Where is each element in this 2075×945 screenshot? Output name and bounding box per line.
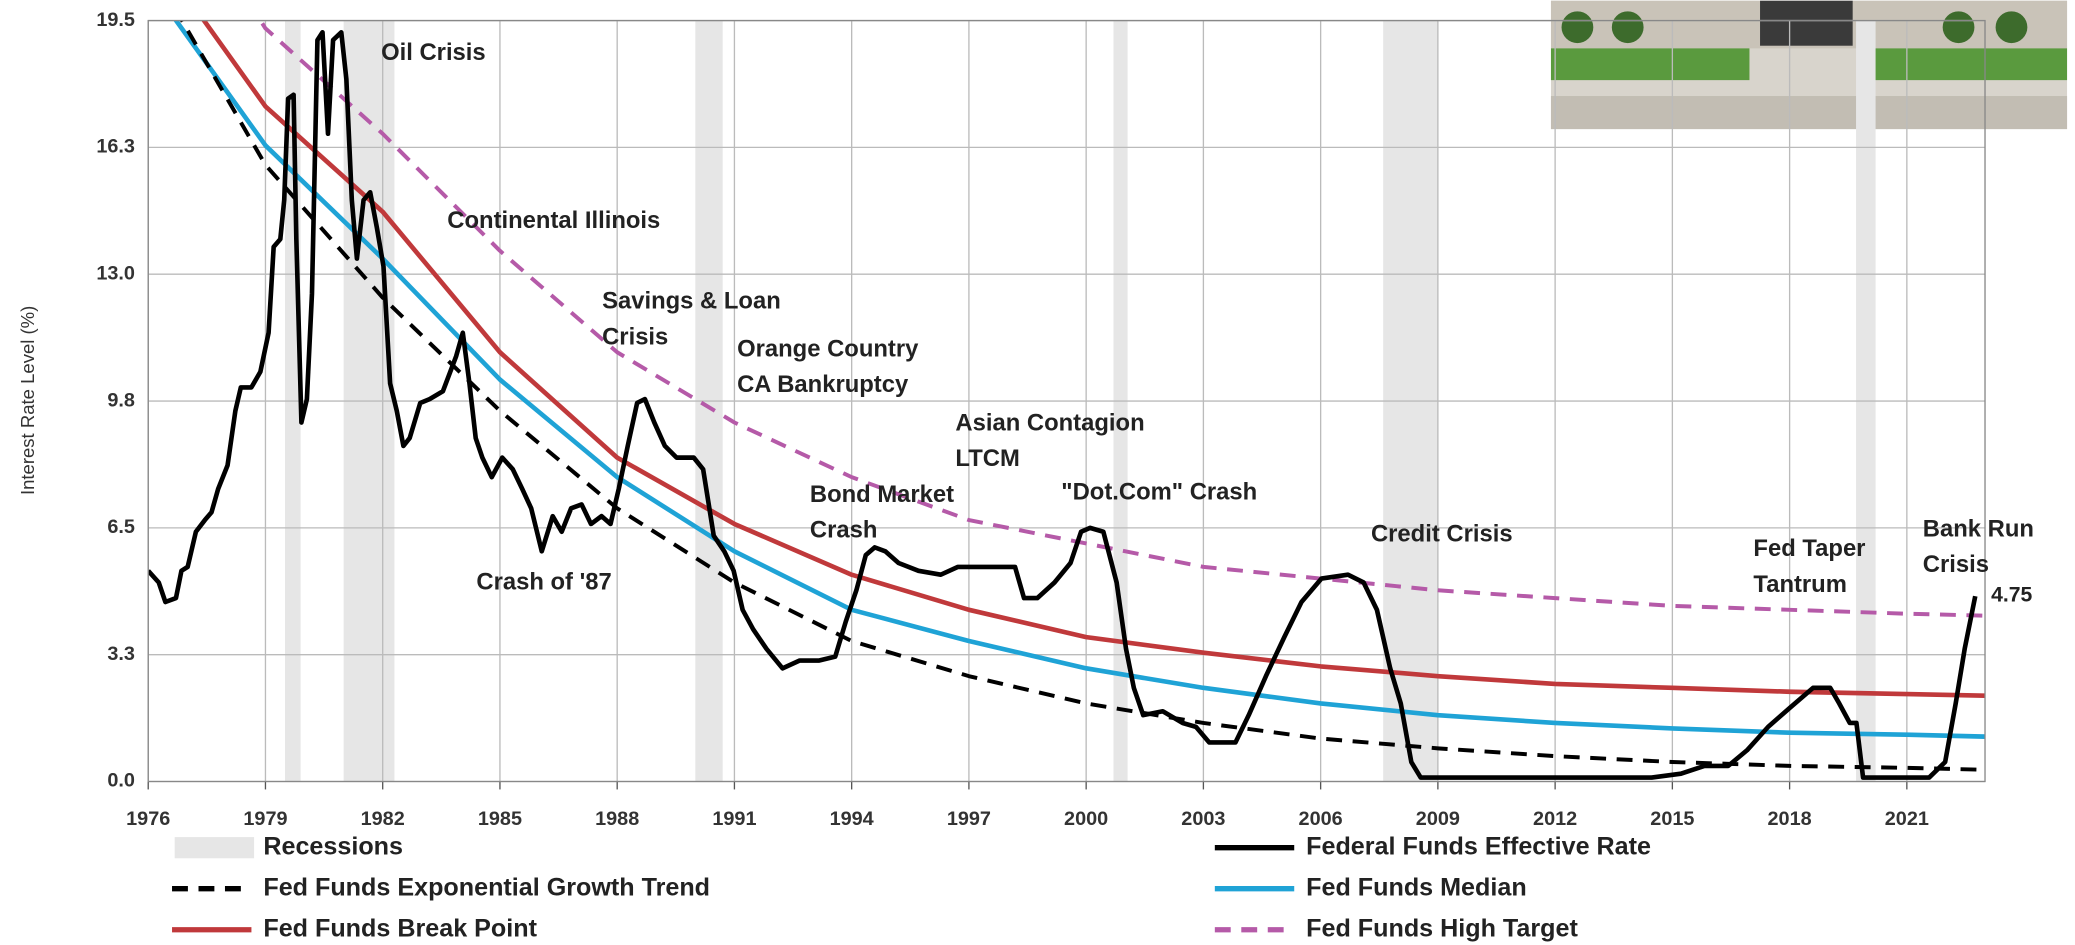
annotation: LTCM (955, 445, 1019, 472)
y-tick-label: 19.5 (96, 9, 135, 31)
annotation: Crisis (1923, 551, 1989, 578)
x-tick-label: 1985 (478, 808, 522, 830)
x-tick-label: 2018 (1768, 808, 1812, 830)
annotation: Oil Crisis (381, 39, 486, 66)
legend-label: Fed Funds Median (1306, 873, 1527, 901)
photo-lawn (1550, 48, 1750, 81)
legend-label: Recessions (263, 832, 403, 860)
x-tick-label: 1994 (830, 808, 874, 830)
y-tick-label: 3.3 (107, 643, 135, 665)
photo-door (1760, 0, 1853, 46)
photo-plaza (1550, 96, 2068, 130)
x-tick-label: 2003 (1181, 808, 1225, 830)
plot-frame (147, 19, 1986, 783)
x-tick-label: 1982 (361, 808, 405, 830)
y-tick-label: 16.3 (96, 136, 135, 158)
annotation: Credit Crisis (1371, 521, 1513, 548)
photo-tree (1561, 11, 1594, 44)
x-tick-label: 2021 (1885, 808, 1929, 830)
annotation: Tantrum (1753, 571, 1846, 598)
legend-label: Federal Funds Effective Rate (1306, 832, 1651, 860)
x-tick-label: 2015 (1650, 808, 1694, 830)
annotation: Fed Taper (1753, 535, 1865, 562)
annotation: Continental Illinois (447, 207, 660, 234)
value-label: 4.75 (1991, 584, 2032, 607)
legend-label: Fed Funds Exponential Growth Trend (263, 873, 710, 901)
annotation: Asian Contagion (955, 409, 1144, 436)
y-tick-label: 6.5 (107, 516, 135, 538)
y-axis-label: Interest Rate Level (%) (17, 306, 38, 495)
annotation: Crash of '87 (476, 568, 611, 595)
y-tick-label: 9.8 (107, 389, 135, 411)
fed-building-photo (1550, 0, 2068, 130)
y-tick-label: 0.0 (107, 770, 135, 792)
legend-label: Fed Funds High Target (1306, 914, 1578, 942)
photo-lawn (1865, 48, 2068, 81)
series-line (179, 20, 1986, 772)
annotation: Orange Country (737, 335, 919, 362)
x-tick-label: 2012 (1533, 808, 1577, 830)
annotation: Crisis (602, 323, 668, 350)
legend-swatch (174, 837, 255, 859)
annotation: Crash (810, 517, 877, 544)
legend-label: Fed Funds Break Point (263, 914, 537, 942)
series-line (258, 20, 1986, 618)
x-tick-label: 2006 (1299, 808, 1343, 830)
x-tick-label: 2009 (1416, 808, 1460, 830)
annotation: Savings & Loan (602, 288, 781, 315)
x-tick-label: 1991 (712, 808, 756, 830)
series-line (201, 20, 1986, 698)
photo-tree (1611, 11, 1644, 44)
photo-tree (1995, 11, 2028, 44)
annotation: Bank Run (1923, 515, 2034, 542)
x-tick-label: 1997 (947, 808, 991, 830)
x-tick-label: 1976 (126, 808, 170, 830)
annotation: "Dot.Com" Crash (1061, 478, 1257, 505)
x-tick-label: 1979 (243, 808, 287, 830)
x-tick-label: 2000 (1064, 808, 1108, 830)
x-tick-label: 1988 (595, 808, 639, 830)
annotation: Bond Market (810, 481, 954, 508)
photo-tree (1942, 11, 1975, 44)
y-tick-label: 13.0 (96, 262, 135, 284)
series-line (148, 29, 1978, 780)
annotation: CA Bankruptcy (737, 371, 909, 398)
